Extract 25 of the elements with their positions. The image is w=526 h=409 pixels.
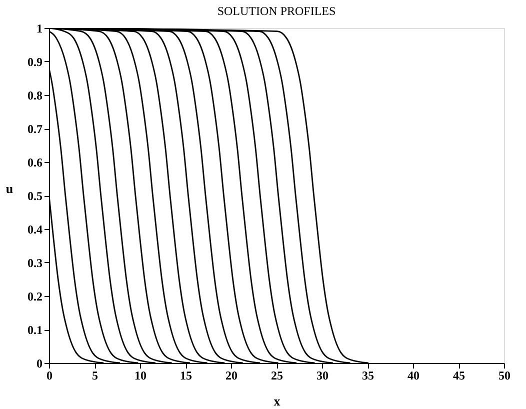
y-tick-label: 0.3 — [28, 256, 42, 270]
y-tick-label: 0.1 — [28, 323, 42, 337]
x-tick-label: 0 — [46, 368, 52, 382]
x-tick-label: 20 — [226, 368, 238, 382]
x-tick-label: 15 — [180, 368, 192, 382]
x-tick-label: 40 — [408, 368, 420, 382]
x-tick-label: 35 — [362, 368, 374, 382]
chart-title: SOLUTION PROFILES — [217, 4, 336, 18]
y-tick-label: 0.6 — [28, 156, 42, 170]
y-tick-label: 0.5 — [28, 189, 42, 203]
y-tick-label: 0 — [36, 356, 42, 370]
x-tick-label: 5 — [92, 368, 98, 382]
x-tick-label: 30 — [316, 368, 328, 382]
y-tick-label: 1 — [36, 22, 42, 36]
y-tick-label: 0.8 — [28, 88, 42, 102]
y-tick-label: 0.4 — [28, 222, 42, 236]
y-tick-label: 0.2 — [28, 290, 42, 304]
x-tick-label: 45 — [453, 368, 465, 382]
x-tick-label: 10 — [134, 368, 146, 382]
x-tick-label: 50 — [498, 368, 510, 382]
x-axis-title: x — [274, 394, 281, 408]
x-tick-label: 25 — [271, 368, 283, 382]
y-axis-title: u — [6, 181, 14, 196]
y-tick-label: 0.9 — [28, 55, 42, 69]
y-tick-label: 0.7 — [28, 122, 42, 136]
